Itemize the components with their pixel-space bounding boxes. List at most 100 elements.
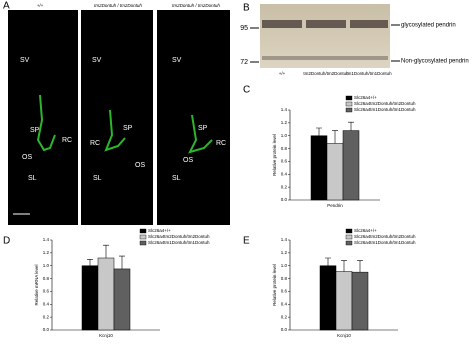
error-bar: [357, 260, 363, 273]
y-tick-label: 0.2: [43, 314, 50, 319]
band-label: Non-glycosylated pendrin: [401, 59, 469, 65]
y-tick-label: 0.6: [281, 289, 288, 294]
error-bar: [348, 121, 354, 131]
y-tick-label: 0.0: [281, 327, 288, 332]
micrograph: [157, 10, 230, 225]
y-tick-label: 1.2: [281, 120, 288, 125]
legend-swatch: [139, 240, 147, 246]
x-tick-label: Kcnj10: [337, 333, 351, 338]
region-label: SV: [172, 57, 182, 64]
y-tick-label: 0.6: [43, 289, 50, 294]
y-tick-label: 0.4: [281, 171, 288, 176]
legend-label: Slc26a4tm1Dontuh/tm1Dontuh: [148, 240, 210, 245]
y-axis-label: Relative protein level: [272, 264, 277, 306]
y-tick-label: 0.0: [281, 197, 288, 202]
y-axis-label: Relative protein level: [272, 134, 277, 176]
y-tick-label: 0.0: [43, 327, 50, 332]
legend-label: Slc26a4+/+: [354, 95, 377, 100]
y-tick-label: 1.2: [43, 250, 50, 255]
panel-letter: A: [3, 1, 10, 12]
region-label: SL: [172, 175, 181, 182]
legend-label: Slc26a4+/+: [354, 228, 377, 233]
panel-letter: E: [243, 236, 250, 247]
error-bar: [103, 244, 109, 258]
region-label: RC: [90, 140, 100, 147]
error-bar: [87, 258, 93, 266]
y-tick-label: 1.4: [43, 237, 50, 242]
legend-swatch: [345, 95, 353, 101]
legend-swatch: [345, 228, 353, 234]
legend-label: Slc26a4tm1Dontuh/tm1Dontuh: [354, 107, 416, 112]
error-bar: [119, 255, 125, 269]
marker-label: 72: [240, 59, 248, 66]
bar: [81, 265, 99, 331]
y-tick-label: 1.4: [281, 107, 288, 112]
panel-letter: C: [243, 85, 250, 96]
y-tick-label: 0.2: [281, 314, 288, 319]
lane-label: tm2Dontuh/tm2Dontuh: [303, 71, 349, 76]
band-label: glycosylated pendrin: [401, 23, 456, 29]
genotype-label: tm2Dontuh / tm2Dontuh: [172, 3, 220, 8]
legend-swatch: [345, 101, 353, 107]
legend-swatch: [345, 107, 353, 113]
x-tick-label: Pendrin: [327, 203, 343, 208]
micrograph: [81, 10, 153, 225]
genotype-label: tm2Dontuh / tm2Dontuh: [94, 3, 142, 8]
legend-swatch: [345, 234, 353, 240]
region-label: SV: [20, 57, 30, 64]
stain: [188, 114, 213, 154]
micrographs: [8, 10, 230, 225]
region-label: RC: [216, 140, 226, 147]
region-label: SL: [93, 175, 102, 182]
legend-label: Slc26a4tm2Dontuh/tm2Dontuh: [354, 101, 416, 106]
bar: [97, 257, 115, 331]
legend-label: Slc26a4+/+: [148, 228, 171, 233]
region-label: SP: [30, 127, 40, 134]
panel-letter: D: [3, 236, 10, 247]
band: [306, 20, 346, 28]
stain: [36, 94, 56, 152]
marker-label: 95: [240, 25, 248, 32]
bar: [335, 271, 353, 331]
error-bar: [341, 260, 347, 272]
y-tick-label: 0.4: [281, 301, 288, 306]
legend-swatch: [345, 240, 353, 246]
error-bar: [325, 257, 331, 266]
band: [350, 20, 388, 28]
stain: [104, 109, 126, 152]
y-tick-label: 1.4: [281, 237, 288, 242]
lane-label: +/+: [279, 71, 286, 76]
y-tick-label: 0.6: [281, 159, 288, 164]
legend-label: Slc26a4tm2Dontuh/tm2Dontuh: [354, 234, 416, 239]
y-tick-label: 1.0: [43, 263, 50, 268]
error-bar: [316, 127, 322, 136]
legend-label: Slc26a4tm1Dontuh/tm1Dontuh: [354, 240, 416, 245]
y-tick-label: 0.4: [43, 301, 50, 306]
legend-swatch: [139, 228, 147, 234]
region-label: OS: [183, 157, 193, 164]
genotype-label: +/+: [37, 3, 44, 8]
panel-letter: B: [243, 3, 250, 14]
y-tick-label: 0.8: [281, 146, 288, 151]
region-label: OS: [135, 162, 145, 169]
bar: [351, 271, 369, 331]
bar: [342, 130, 360, 201]
y-tick-label: 0.8: [43, 276, 50, 281]
bar: [113, 268, 131, 331]
y-tick-label: 1.2: [281, 250, 288, 255]
legend-swatch: [139, 234, 147, 240]
error-bar: [332, 130, 338, 144]
y-tick-label: 0.2: [281, 184, 288, 189]
bar: [326, 143, 344, 201]
region-label: SV: [92, 57, 102, 64]
region-label: RC: [62, 137, 72, 144]
band: [262, 56, 388, 60]
y-axis-label: Relative mRNA level: [34, 264, 39, 305]
x-tick-label: Kcnj10: [99, 333, 113, 338]
y-tick-label: 0.8: [281, 276, 288, 281]
micrograph: [8, 10, 78, 225]
region-label: SP: [198, 125, 208, 132]
band: [262, 20, 302, 28]
